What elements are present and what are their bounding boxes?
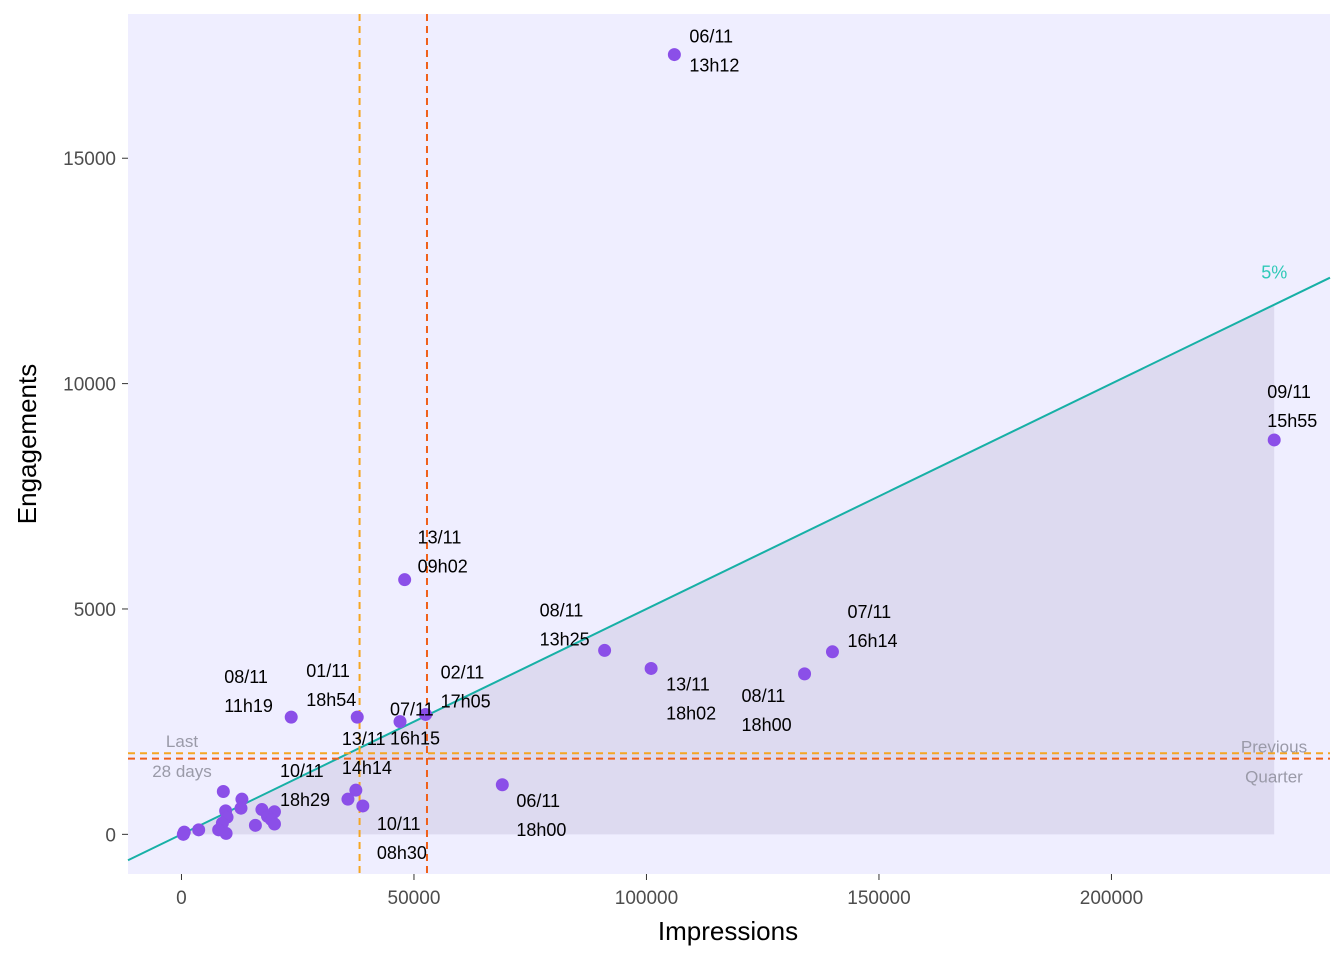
point-label-date: 13/11: [666, 674, 710, 694]
data-point: [219, 826, 233, 840]
x-tick-label: 150000: [847, 888, 910, 909]
point-label-date: 06/11: [689, 27, 733, 47]
point-label-time: 18h02: [666, 703, 716, 723]
point-label-date: 10/11: [280, 761, 324, 781]
point-label-date: 08/11: [742, 686, 786, 706]
reference-lines: [128, 14, 1330, 874]
point-label-date: 02/11: [441, 662, 485, 682]
point-label-date: 08/11: [224, 667, 268, 687]
data-point: [667, 48, 681, 62]
data-point: [398, 573, 412, 587]
data-point: [1267, 433, 1281, 447]
y-tick-label: 10000: [63, 375, 116, 396]
data-point: [350, 710, 364, 724]
point-label-time: 11h19: [224, 696, 273, 716]
x-axis-title: Impressions: [658, 916, 798, 946]
data-points: [176, 48, 1281, 841]
reference-labels: Last 28 days Previous Quarter: [152, 732, 1307, 786]
x-axis: 0 50000 100000 150000 200000: [176, 874, 1143, 909]
y-tick-label: 15000: [63, 149, 116, 170]
x-tick-label: 0: [176, 888, 187, 909]
point-label-time: 13h25: [540, 629, 590, 649]
point-label-time: 18h29: [280, 790, 330, 810]
data-point: [341, 792, 355, 806]
y-axis-title: Engagements: [12, 364, 42, 524]
data-point: [248, 818, 262, 832]
point-label-time: 18h00: [742, 715, 792, 735]
engagement-rate-line: [127, 276, 1331, 862]
data-point: [644, 661, 658, 675]
point-label-time: 15h55: [1267, 411, 1317, 431]
point-label-time: 08h30: [377, 843, 427, 863]
data-point: [284, 710, 298, 724]
point-label-date: 10/11: [377, 814, 421, 834]
data-point: [267, 817, 281, 831]
point-label-time: 14h14: [342, 758, 392, 778]
data-point: [192, 823, 206, 837]
point-label-time: 13h12: [689, 56, 739, 76]
point-label-date: 09/11: [1267, 382, 1311, 402]
x-tick-label: 200000: [1080, 888, 1143, 909]
point-label-time: 16h15: [390, 729, 440, 749]
x-tick-label: 100000: [615, 888, 678, 909]
point-label-date: 07/11: [847, 602, 891, 622]
point-label-time: 16h14: [847, 631, 897, 651]
data-point: [495, 778, 509, 792]
point-label-date: 13/11: [418, 528, 462, 548]
data-point: [176, 827, 190, 841]
point-label-date: 06/11: [516, 791, 560, 811]
point-label-time: 09h02: [418, 557, 468, 577]
data-point: [798, 667, 812, 681]
ref-label-last28-line2: 28 days: [152, 762, 212, 781]
data-point: [825, 645, 839, 659]
rate-line-label: 5%: [1261, 263, 1287, 283]
point-labels: 06/11 13h12 09/11 15h55 13/11 09h02 08/11 13h25…: [224, 27, 1317, 863]
data-point: [216, 785, 230, 799]
y-axis: 0 5000 10000 15000: [63, 149, 128, 846]
data-point: [356, 799, 370, 813]
point-label-date: 13/11: [342, 729, 386, 749]
point-label-time: 18h54: [306, 690, 356, 710]
data-point: [234, 801, 248, 815]
y-tick-label: 5000: [74, 600, 116, 621]
point-label-date: 01/11: [306, 661, 350, 681]
ref-label-quarter-line2: Quarter: [1245, 768, 1303, 787]
data-point: [349, 783, 363, 797]
data-point: [419, 707, 433, 721]
y-tick-label: 0: [105, 825, 116, 846]
point-label-time: 18h00: [516, 820, 566, 840]
ref-label-last28-line1: Last: [166, 732, 198, 751]
point-label-time: 17h05: [441, 691, 491, 711]
point-label-date: 07/11: [390, 700, 434, 720]
ref-label-quarter-line1: Previous: [1241, 738, 1307, 757]
point-label-date: 08/11: [540, 600, 584, 620]
x-tick-label: 50000: [388, 888, 441, 909]
data-point: [598, 643, 612, 657]
data-point: [393, 715, 407, 729]
